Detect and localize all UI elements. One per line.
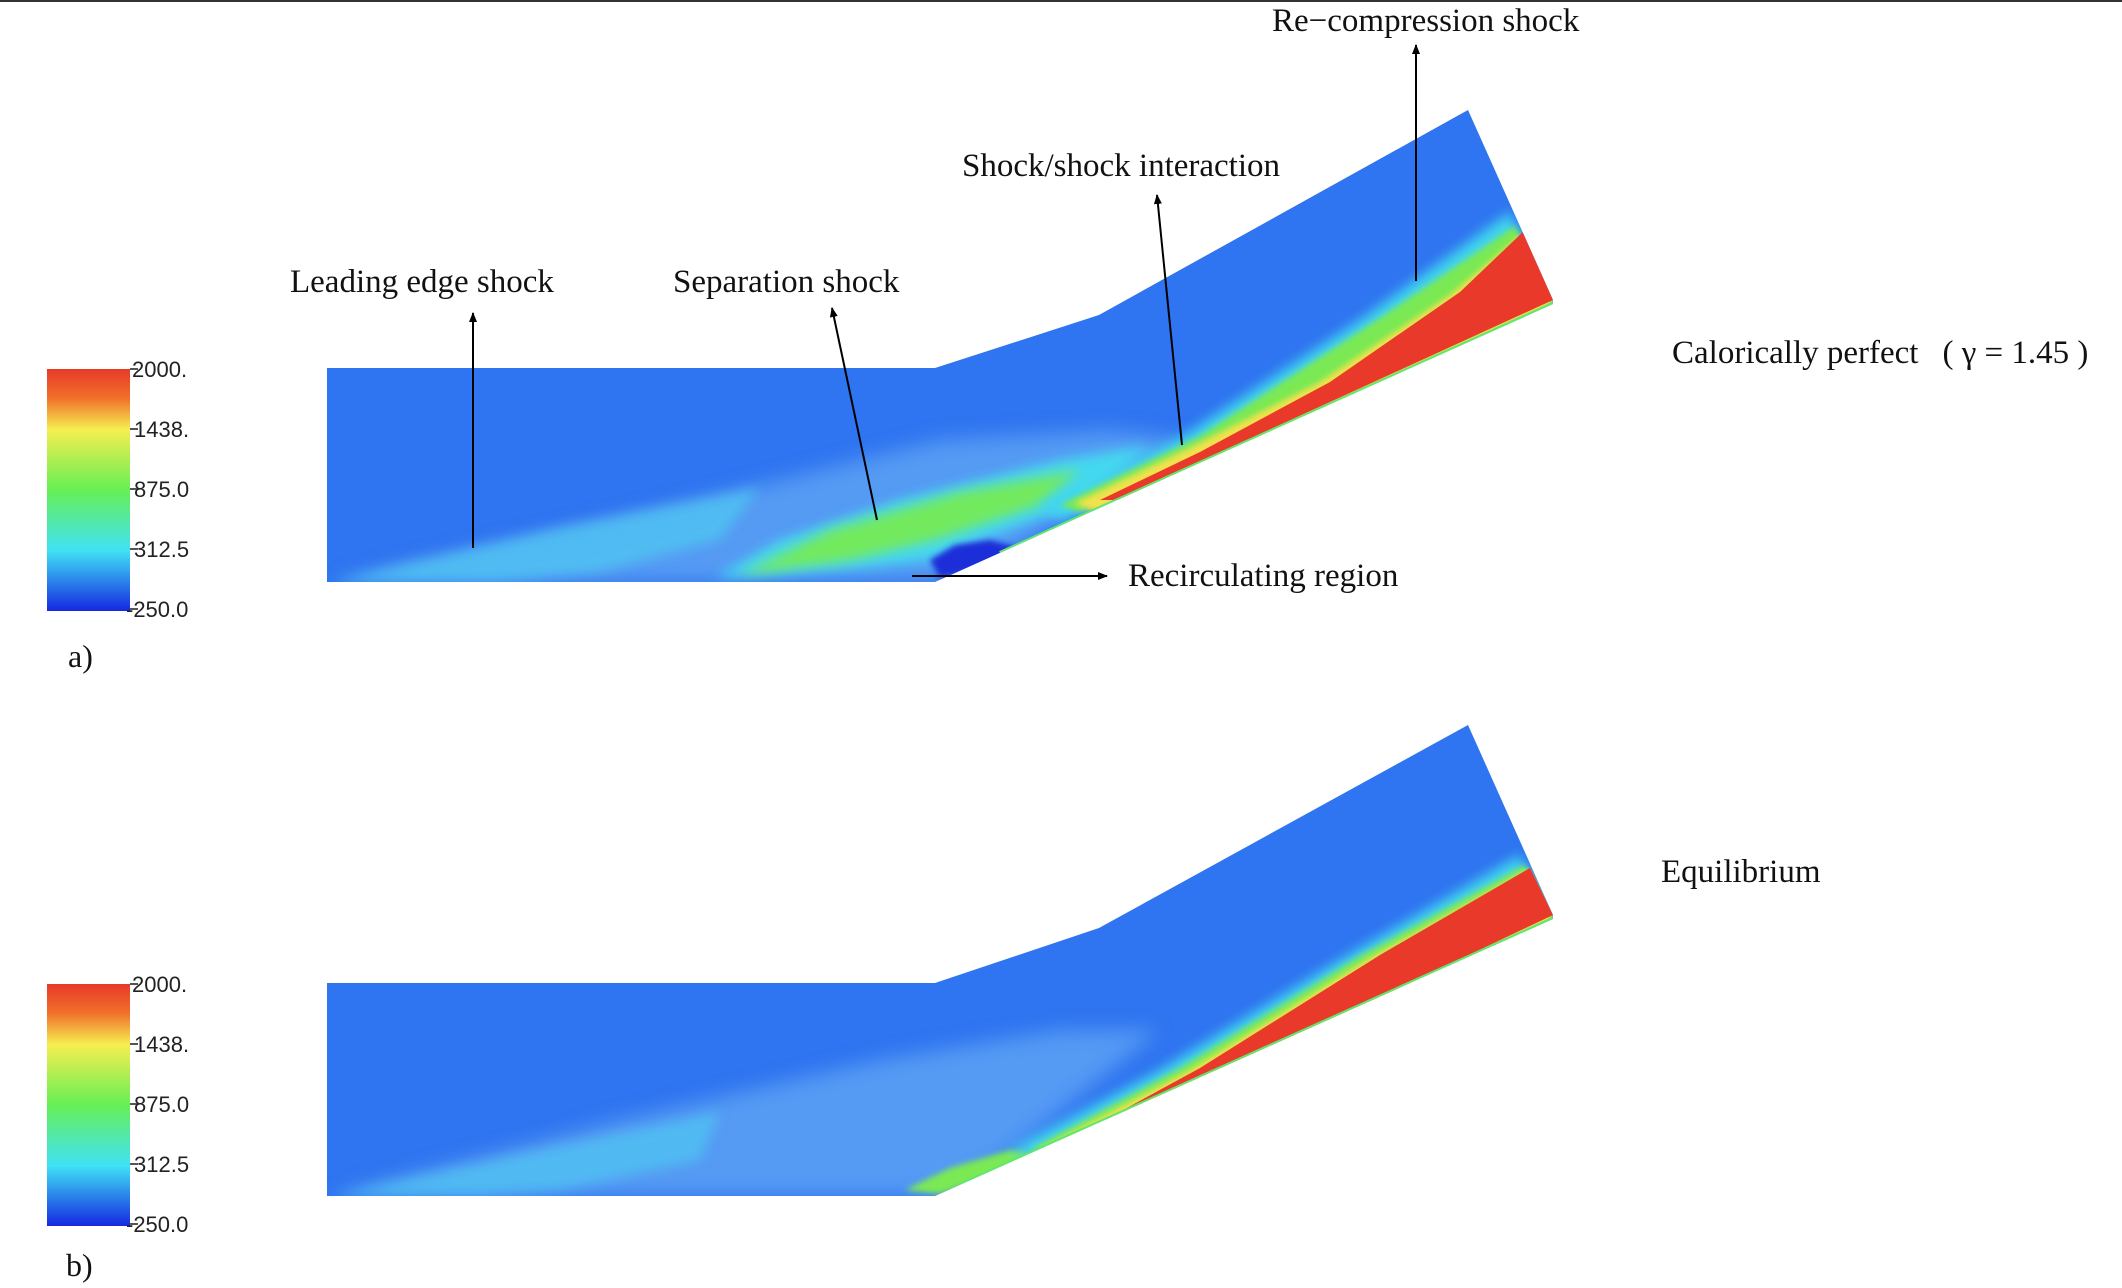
label-leading-edge-shock: Leading edge shock (290, 264, 554, 300)
colorbar-a: 2000. 1438. 875.0 312.5 -250.0 (47, 357, 189, 622)
colorbar-b-tick-2: 875.0 (134, 1092, 189, 1117)
annotation-recompression-shock: Re−compression shock (1272, 3, 1580, 281)
label-recirculating-region: Recirculating region (1128, 558, 1398, 594)
label-recompression-shock: Re−compression shock (1272, 3, 1580, 39)
colorbar-b-bar (47, 984, 130, 1226)
flow-field-a (327, 110, 1553, 582)
colorbar-a-tick-2: 875.0 (134, 477, 189, 502)
colorbar-b-tick-0: 2000. (132, 972, 187, 997)
colorbar-a-tick-0: 2000. (132, 357, 187, 382)
colorbar-a-tick-3: 312.5 (134, 537, 189, 562)
panel-b-title: Equilibrium (1661, 854, 1821, 890)
annotation-shock-shock-interaction: Shock/shock interaction (962, 148, 1280, 446)
colorbar-b: 2000. 1438. 875.0 312.5 -250.0 (47, 972, 189, 1237)
panel-a-title: Calorically perfect( γ = 1.45 ) (1672, 335, 2088, 371)
annotation-recirculating-region: Recirculating region (912, 558, 1398, 594)
colorbar-a-tick-4: -250.0 (126, 597, 188, 622)
panel-a: 2000. 1438. 875.0 312.5 -250.0 a) (47, 3, 2088, 674)
annotation-leading-edge-shock: Leading edge shock (290, 264, 554, 548)
panel-a-tag: a) (68, 638, 93, 674)
label-shock-shock-interaction: Shock/shock interaction (962, 148, 1280, 184)
colorbar-b-tick-3: 312.5 (134, 1152, 189, 1177)
colorbar-a-tick-1: 1438. (134, 417, 189, 442)
flow-field-b (327, 725, 1553, 1196)
colorbar-b-tick-4: -250.0 (126, 1212, 188, 1237)
domain-b (327, 725, 1553, 1196)
panel-b: 2000. 1438. 875.0 312.5 -250.0 b) (47, 725, 1821, 1283)
colorbar-b-tick-1: 1438. (134, 1032, 189, 1057)
annotation-separation-shock: Separation shock (673, 264, 900, 521)
domain-a (327, 110, 1553, 582)
label-separation-shock: Separation shock (673, 264, 900, 300)
panel-b-tag: b) (66, 1247, 93, 1283)
colorbar-a-bar (47, 369, 130, 611)
